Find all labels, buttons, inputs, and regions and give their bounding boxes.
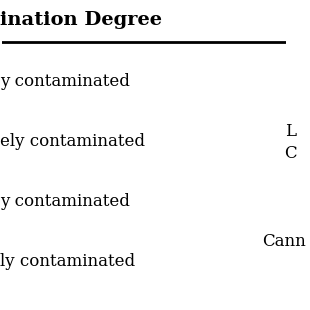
Text: ely contaminated: ely contaminated bbox=[0, 134, 145, 150]
Text: ly contaminated: ly contaminated bbox=[0, 254, 135, 271]
Text: ination Degree: ination Degree bbox=[0, 11, 162, 29]
Text: y contaminated: y contaminated bbox=[0, 193, 130, 210]
Text: C: C bbox=[285, 145, 297, 162]
Text: y contaminated: y contaminated bbox=[0, 73, 130, 91]
Text: Cann: Cann bbox=[263, 233, 306, 250]
Text: L: L bbox=[285, 123, 295, 140]
